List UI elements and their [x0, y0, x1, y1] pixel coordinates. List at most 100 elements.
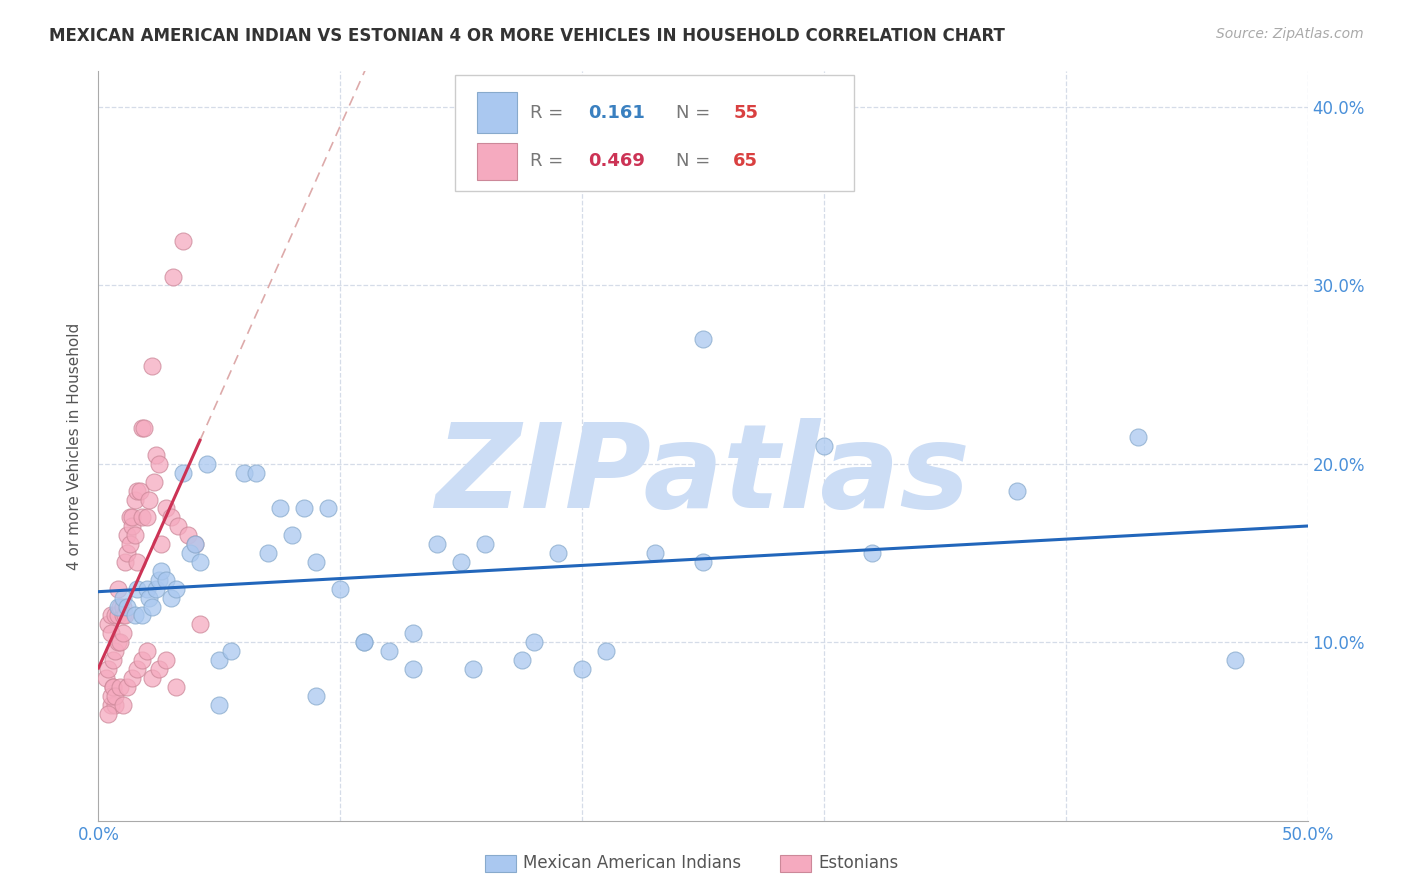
Point: [127, 662, 149, 676]
Point: [510, 653, 533, 667]
Point: [179, 546, 201, 560]
Point: [1128, 430, 1150, 444]
Point: [177, 528, 200, 542]
Text: 0.469: 0.469: [588, 153, 645, 170]
Text: N =: N =: [676, 103, 717, 121]
Point: [692, 332, 714, 346]
Point: [377, 644, 399, 658]
Point: [148, 662, 170, 676]
Point: [305, 689, 328, 703]
Point: [402, 626, 425, 640]
Point: [111, 599, 134, 614]
Point: [107, 608, 129, 623]
Point: [208, 698, 231, 712]
Point: [104, 608, 127, 623]
Point: [353, 635, 375, 649]
Point: [107, 582, 129, 596]
Point: [595, 644, 617, 658]
Point: [94, 671, 117, 685]
Point: [353, 635, 375, 649]
Point: [141, 599, 163, 614]
Point: [426, 537, 449, 551]
Point: [155, 501, 177, 516]
Point: [118, 510, 141, 524]
Point: [138, 492, 160, 507]
Text: MEXICAN AMERICAN INDIAN VS ESTONIAN 4 OR MORE VEHICLES IN HOUSEHOLD CORRELATION : MEXICAN AMERICAN INDIAN VS ESTONIAN 4 OR…: [49, 27, 1005, 45]
Point: [208, 653, 231, 667]
Point: [167, 519, 190, 533]
Point: [131, 653, 153, 667]
Point: [134, 421, 156, 435]
Point: [160, 510, 183, 524]
Point: [813, 439, 835, 453]
Point: [108, 599, 131, 614]
Point: [135, 510, 157, 524]
Point: [107, 635, 129, 649]
Point: [117, 680, 139, 694]
Point: [160, 591, 183, 605]
Point: [111, 626, 134, 640]
Point: [114, 555, 136, 569]
Point: [121, 671, 143, 685]
Point: [644, 546, 666, 560]
Point: [138, 591, 160, 605]
Point: [195, 457, 218, 471]
Point: [111, 698, 134, 712]
Point: [111, 591, 134, 605]
Point: [172, 466, 194, 480]
Point: [155, 573, 177, 587]
Point: [131, 421, 153, 435]
Point: [188, 555, 211, 569]
Point: [100, 689, 122, 703]
Point: [121, 510, 143, 524]
Point: [1223, 653, 1246, 667]
Point: [463, 662, 485, 676]
Point: [165, 680, 187, 694]
Point: [107, 599, 129, 614]
Point: [100, 608, 122, 623]
Text: Mexican American Indians: Mexican American Indians: [523, 855, 741, 872]
Point: [281, 528, 304, 542]
Text: R =: R =: [530, 103, 569, 121]
Point: [101, 680, 124, 694]
Point: [101, 653, 124, 667]
Point: [127, 555, 149, 569]
Text: 65: 65: [734, 153, 758, 170]
Point: [860, 546, 883, 560]
Point: [184, 537, 207, 551]
Text: Source: ZipAtlas.com: Source: ZipAtlas.com: [1216, 27, 1364, 41]
Y-axis label: 4 or more Vehicles in Household: 4 or more Vehicles in Household: [67, 322, 83, 570]
Point: [148, 457, 170, 471]
Point: [155, 653, 177, 667]
Point: [474, 537, 496, 551]
Point: [232, 466, 254, 480]
Point: [117, 546, 139, 560]
Point: [97, 617, 120, 632]
Point: [127, 582, 149, 596]
Text: Estonians: Estonians: [818, 855, 898, 872]
Text: 55: 55: [734, 103, 758, 121]
Point: [143, 475, 166, 489]
Text: R =: R =: [530, 153, 569, 170]
Point: [150, 564, 173, 578]
Point: [127, 483, 149, 498]
Point: [145, 582, 167, 596]
Point: [571, 662, 593, 676]
Point: [402, 662, 425, 676]
Point: [145, 448, 167, 462]
Point: [162, 269, 184, 284]
Point: [124, 608, 146, 623]
Point: [128, 483, 150, 498]
Point: [104, 689, 127, 703]
Point: [104, 698, 127, 712]
Point: [141, 359, 163, 373]
Point: [141, 671, 163, 685]
Text: 0.161: 0.161: [588, 103, 645, 121]
Point: [184, 537, 207, 551]
Point: [256, 546, 278, 560]
Point: [104, 644, 127, 658]
Point: [1007, 483, 1029, 498]
Point: [316, 501, 339, 516]
Text: N =: N =: [676, 153, 717, 170]
Point: [124, 528, 146, 542]
